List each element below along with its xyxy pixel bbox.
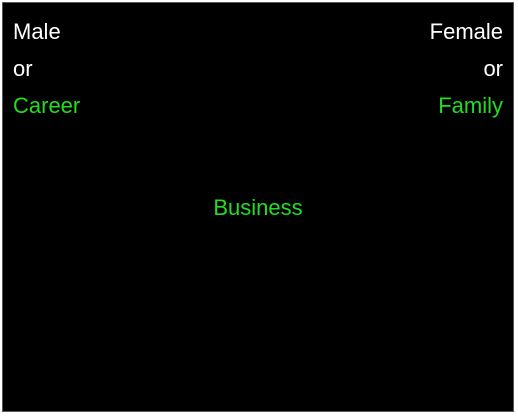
right-category-label: Female or Family [430, 13, 503, 124]
right-category-connector: or [483, 56, 503, 81]
left-category-label: Male or Career [13, 13, 80, 124]
right-category-primary: Female [429, 19, 503, 44]
left-category-primary: Male [13, 19, 61, 44]
left-category-secondary: Career [13, 93, 81, 118]
right-category-secondary: Family [438, 93, 503, 118]
left-category-connector: or [13, 56, 33, 81]
stimulus-word: Business [213, 195, 303, 220]
test-screen: Male or Career Female or Family Business [2, 2, 514, 412]
